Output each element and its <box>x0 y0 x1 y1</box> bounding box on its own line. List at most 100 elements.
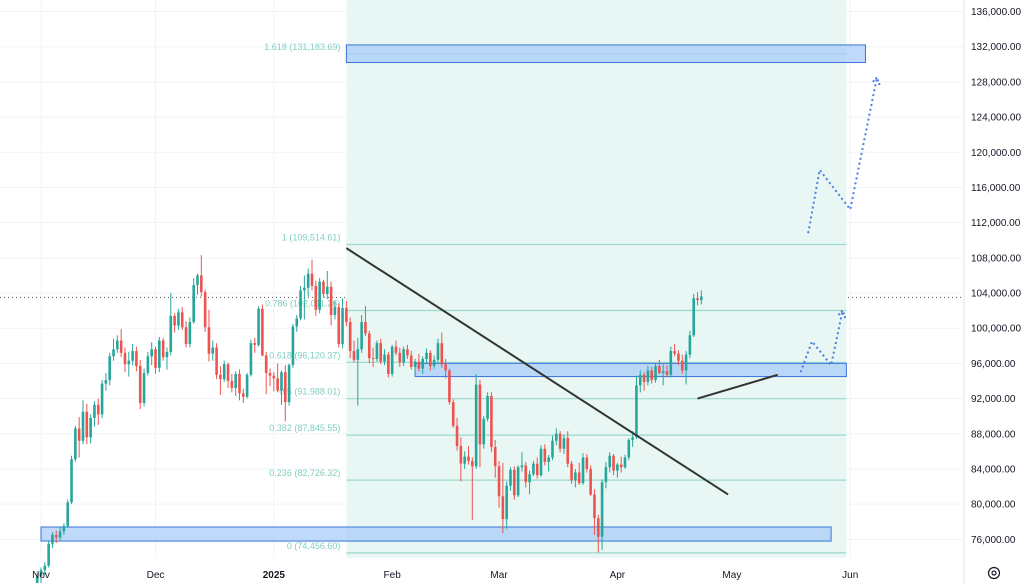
fib-level-label: 1 (109,514.61) <box>282 232 341 242</box>
candle-body <box>180 312 184 328</box>
candle-body <box>295 318 299 327</box>
price-tick-label: 84,000.00 <box>971 464 1016 475</box>
fib-level-label: 0.5 (91,988.01) <box>279 387 340 397</box>
candle-body <box>245 374 249 397</box>
chart-settings-icon[interactable] <box>986 565 1002 581</box>
time-axis[interactable]: Nov Dec 2025 Feb Mar Apr May Jun <box>32 570 858 581</box>
candle-body <box>696 298 699 301</box>
candle-body <box>66 502 70 527</box>
candle-body <box>371 358 375 360</box>
projections[interactable] <box>799 75 881 373</box>
price-tick-label: 80,000.00 <box>971 500 1016 511</box>
trendlines[interactable] <box>345 247 778 496</box>
candle-body <box>306 273 310 288</box>
candle-body <box>379 343 383 362</box>
candle-body <box>54 534 58 538</box>
candle-body <box>318 281 321 310</box>
candle-body <box>249 343 253 375</box>
candle-body <box>432 359 436 367</box>
candle-body <box>665 371 669 375</box>
projection-large[interactable] <box>807 77 878 234</box>
candle-body <box>226 364 230 381</box>
time-tick-label: Jun <box>842 570 858 581</box>
projection-small[interactable] <box>799 310 844 373</box>
price-tick-label: 132,000.00 <box>971 42 1021 53</box>
candle-body <box>700 296 703 301</box>
candle-body <box>62 526 66 532</box>
candle-body <box>425 352 428 359</box>
price-tick-label: 104,000.00 <box>971 289 1021 300</box>
resistance-zone[interactable] <box>414 362 847 378</box>
candle-body <box>646 370 650 382</box>
candle-body <box>409 355 413 367</box>
candle-body <box>398 352 402 363</box>
candle-body <box>184 327 188 345</box>
price-tick-label: 116,000.00 <box>971 183 1021 194</box>
candle-body <box>96 404 100 415</box>
candle-body <box>627 439 631 458</box>
candle-body <box>360 322 363 350</box>
fib-zone-background <box>346 0 847 558</box>
candle-body <box>455 425 459 447</box>
candle-body <box>169 315 173 352</box>
candle-body <box>596 518 600 537</box>
candle-body <box>280 372 283 391</box>
fib-level-label: 1.618 (131,183.69) <box>264 42 340 52</box>
fib-level-label: 0.236 (82,726.32) <box>269 468 340 478</box>
candle-body <box>70 459 73 503</box>
candle-body <box>367 333 371 359</box>
candle-body <box>513 469 516 496</box>
candle-body <box>352 351 356 360</box>
price-tick-label: 108,000.00 <box>971 253 1021 264</box>
candle-body <box>642 374 646 382</box>
candle-body <box>394 346 398 353</box>
candle-body <box>566 438 570 464</box>
time-tick-label: Nov <box>32 570 50 581</box>
candle-body <box>348 322 352 352</box>
candle-body <box>528 474 531 483</box>
candle-body <box>654 366 657 381</box>
price-tick-label: 76,000.00 <box>971 535 1016 546</box>
price-axis[interactable]: 136,000.00 132,000.00 128,000.00 124,000.00… <box>963 0 1021 583</box>
candle-body <box>345 307 348 323</box>
candle-body <box>150 349 153 357</box>
candle-body <box>581 457 585 484</box>
candle-body <box>669 351 673 375</box>
rising-support-line[interactable] <box>697 373 778 400</box>
candle-body <box>58 531 62 538</box>
candle-body <box>112 349 115 357</box>
candle-body <box>242 393 245 397</box>
upper-target-zone[interactable] <box>345 44 866 64</box>
candle-body <box>177 312 180 326</box>
candle-body <box>173 315 176 326</box>
candle-body <box>375 343 379 359</box>
support-zone[interactable] <box>40 526 832 542</box>
price-tick-label: 136,000.00 <box>971 7 1021 18</box>
candle-body <box>677 353 680 361</box>
candle-body <box>444 364 447 371</box>
candle-body <box>222 364 226 380</box>
candle-body <box>154 349 157 368</box>
candle-body <box>680 360 684 371</box>
candle-body <box>253 343 257 345</box>
candle-body <box>314 285 318 310</box>
fib-zone <box>346 0 847 558</box>
candle-body <box>207 327 211 354</box>
candle-body <box>448 370 451 403</box>
candle-body <box>127 360 131 365</box>
candle-body <box>364 322 367 334</box>
zone-boxes[interactable] <box>40 44 866 542</box>
candle-body <box>310 273 314 286</box>
time-tick-label: Mar <box>490 570 508 581</box>
candle-body <box>539 448 543 476</box>
downtrend-line[interactable] <box>345 247 729 496</box>
candle-body <box>230 380 234 389</box>
candle-body <box>287 365 291 403</box>
candle-body <box>486 395 489 419</box>
candle-body <box>291 326 295 366</box>
candle-body <box>631 437 634 440</box>
candle-body <box>93 404 96 418</box>
fib-level-label: 0.618 (96,120.37) <box>269 350 340 360</box>
candle-body <box>276 378 279 391</box>
